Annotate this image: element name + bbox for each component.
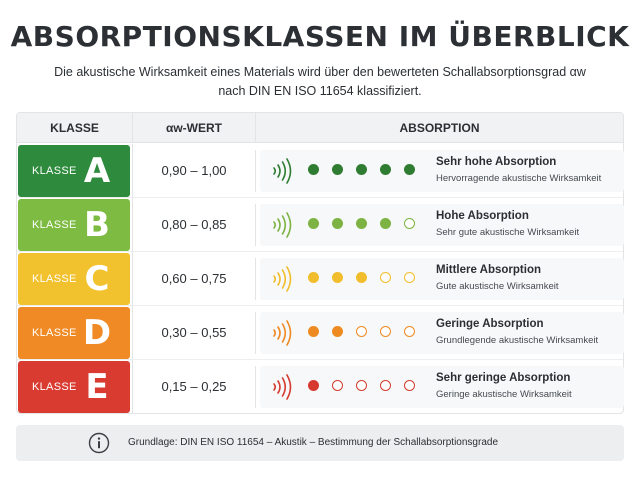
rating-dot-filled — [308, 380, 319, 391]
footer-text: Grundlage: DIN EN ISO 11654 – Akustik – … — [128, 437, 499, 448]
table-row: KLASSE A 0,90 – 1,00 Sehr hohe Absorption He… — [17, 144, 624, 198]
table-row: KLASSE E 0,15 – 0,25 Sehr geringe Absorptio… — [17, 360, 624, 414]
page-title: ABSORPTIONSKLASSEN IM ÜBERBLICK — [10, 20, 630, 53]
class-letter: E — [85, 367, 109, 407]
rating-dot-filled — [404, 164, 415, 175]
row-divider — [17, 305, 623, 306]
rating-dot-filled — [380, 164, 391, 175]
class-label: KLASSE — [32, 381, 77, 393]
aw-range-value: 0,90 – 1,00 — [132, 144, 255, 198]
class-label: KLASSE — [32, 165, 77, 177]
class-label: KLASSE — [32, 273, 77, 285]
absorption-cell: Mittlere Absorption Gute akustische Wirks… — [255, 258, 624, 300]
absorption-panel: Hohe Absorption Sehr gute akustische Wirk… — [260, 204, 624, 246]
aw-range-value: 0,15 – 0,25 — [132, 360, 255, 414]
absorption-rating-dots — [308, 272, 428, 286]
class-letter: A — [83, 151, 111, 191]
absorption-description: Geringe akustische Wirksamkeit — [436, 389, 572, 400]
absorption-cell: Sehr hohe Absorption Hervorragende akusti… — [255, 150, 624, 192]
absorption-rating-dots — [308, 218, 428, 232]
class-badge: KLASSE D — [18, 307, 130, 359]
subtitle-line-2: nach DIN EN ISO 11654 klassifiziert. — [218, 84, 422, 98]
aw-range-value: 0,60 – 0,75 — [132, 252, 255, 306]
absorption-panel: Geringe Absorption Grundlegende akustisch… — [260, 312, 624, 354]
absorption-description: Sehr gute akustische Wirksamkeit — [436, 227, 580, 238]
page-subtitle: Die akustische Wirksamkeit eines Materia… — [40, 63, 600, 101]
absorption-cell: Geringe Absorption Grundlegende akustisch… — [255, 312, 624, 354]
absorption-title: Sehr geringe Absorption — [436, 372, 571, 384]
column-header-klasse: KLASSE — [50, 121, 99, 135]
absorption-panel: Sehr geringe Absorption Geringe akustisch… — [260, 366, 624, 408]
rating-dot-empty — [380, 272, 391, 283]
table-row: KLASSE B 0,80 – 0,85 Hohe Absorption Sehr gu… — [17, 198, 624, 252]
table-row: KLASSE D 0,30 – 0,55 Geringe Absorption Grun… — [17, 306, 624, 360]
absorption-title: Geringe Absorption — [436, 318, 544, 330]
rating-dot-empty — [332, 380, 343, 391]
table-row: KLASSE C 0,60 – 0,75 Mittlere Absorption Gut… — [17, 252, 624, 306]
rating-dot-filled — [332, 218, 343, 229]
column-header-aw-wert: αw-WERT — [132, 113, 255, 143]
absorption-description: Hervorragende akustische Wirksamkeit — [436, 173, 602, 184]
class-letter: B — [84, 205, 110, 245]
absorption-rating-dots — [308, 326, 428, 340]
absorption-cell: Hohe Absorption Sehr gute akustische Wirk… — [255, 204, 624, 246]
row-divider — [17, 197, 623, 198]
rating-dot-empty — [380, 380, 391, 391]
class-badge: KLASSE E — [18, 361, 130, 413]
rating-dot-filled — [356, 218, 367, 229]
rating-dot-filled — [308, 164, 319, 175]
info-icon — [88, 432, 110, 454]
absorption-description: Gute akustische Wirksamkeit — [436, 281, 559, 292]
absorption-panel: Mittlere Absorption Gute akustische Wirks… — [260, 258, 624, 300]
rating-dot-empty — [404, 272, 415, 283]
class-badge: KLASSE C — [18, 253, 130, 305]
rating-dot-empty — [356, 326, 367, 337]
rating-dot-filled — [332, 164, 343, 175]
class-badge: KLASSE B — [18, 199, 130, 251]
absorption-description: Grundlegende akustische Wirksamkeit — [436, 335, 599, 346]
rating-dot-empty — [380, 326, 391, 337]
sound-wave-icon — [273, 320, 292, 346]
footer-note: Grundlage: DIN EN ISO 11654 – Akustik – … — [16, 425, 624, 461]
class-label: KLASSE — [32, 219, 77, 231]
absorption-panel: Sehr hohe Absorption Hervorragende akusti… — [260, 150, 624, 192]
absorption-cell: Sehr geringe Absorption Geringe akustisch… — [255, 366, 624, 408]
rating-dot-empty — [404, 326, 415, 337]
aw-range-value: 0,80 – 0,85 — [132, 198, 255, 252]
absorption-title: Mittlere Absorption — [436, 264, 541, 276]
subtitle-line-1: Die akustische Wirksamkeit eines Materia… — [54, 65, 586, 79]
rating-dot-empty — [404, 380, 415, 391]
sound-wave-icon — [273, 212, 292, 238]
rating-dot-filled — [380, 218, 391, 229]
sound-wave-icon — [273, 158, 292, 184]
rating-dot-filled — [356, 272, 367, 283]
class-label: KLASSE — [32, 327, 77, 339]
class-letter: D — [82, 313, 112, 353]
absorption-title: Hohe Absorption — [436, 210, 529, 222]
rating-dot-filled — [356, 164, 367, 175]
rating-dot-filled — [308, 218, 319, 229]
sound-wave-icon — [273, 266, 292, 292]
class-badge: KLASSE A — [18, 145, 130, 197]
class-letter: C — [84, 259, 110, 299]
column-header-absorption: ABSORPTION — [255, 113, 623, 143]
absorption-rating-dots — [308, 380, 428, 394]
absorption-class-table: KLASSE αw-WERT ABSORPTION KLASSE A 0,90 – … — [16, 112, 624, 414]
absorption-rating-dots — [308, 164, 428, 178]
rating-dot-filled — [332, 272, 343, 283]
rating-dot-filled — [308, 326, 319, 337]
aw-range-value: 0,30 – 0,55 — [132, 306, 255, 360]
table-header: KLASSE αw-WERT ABSORPTION — [17, 113, 623, 143]
rating-dot-empty — [404, 218, 415, 229]
row-divider — [17, 251, 623, 252]
rating-dot-empty — [356, 380, 367, 391]
sound-wave-icon — [273, 374, 292, 400]
absorption-title: Sehr hohe Absorption — [436, 156, 557, 168]
rating-dot-filled — [308, 272, 319, 283]
rating-dot-filled — [332, 326, 343, 337]
row-divider — [17, 359, 623, 360]
